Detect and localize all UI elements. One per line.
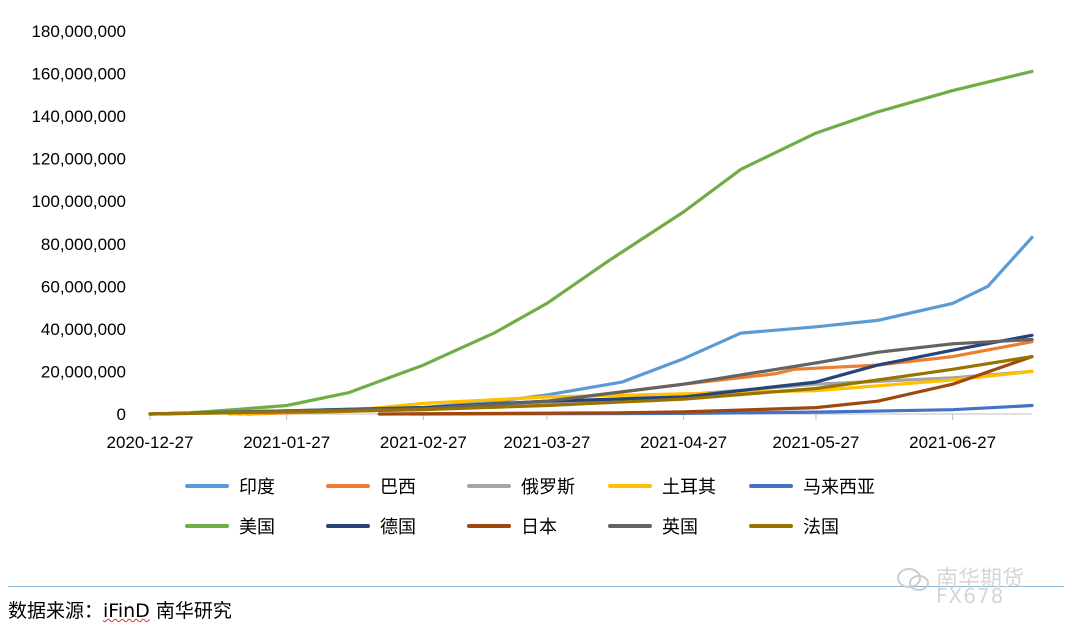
legend-swatch [467,524,511,528]
legend: 印度 巴西 俄罗斯 土耳其 马来西亚美国 德国 日本 英国 法国 [185,474,945,538]
chart-area: 180,000,000 160,000,000 140,000,000 120,000… [31,22,1034,452]
x-tick-label: 2021-03-27 [503,433,590,452]
y-tick-label: 160,000,000 [31,65,126,84]
legend-swatch [185,524,229,528]
legend-item: 马来西亚 [749,474,890,498]
legend-swatch [749,484,793,488]
legend-item: 美国 [185,514,326,538]
legend-swatch [326,484,370,488]
x-axis-ticks: 2020-12-27 2021-01-27 2021-02-27 2021-03-27… [107,414,996,452]
source-prefix: 数据来源： [8,600,104,622]
y-tick-label: 60,000,000 [41,277,126,296]
legend-label: 日本 [521,517,557,538]
series-line-9 [148,355,1034,416]
x-tick-label: 2021-04-27 [640,433,727,452]
legend-item: 巴西 [326,474,467,498]
legend-swatch [608,524,652,528]
source-brand: iFinD [103,600,150,622]
x-tick-label: 2021-05-27 [772,433,859,452]
legend-item: 法国 [749,514,890,538]
legend-label: 美国 [239,517,275,538]
legend-item: 土耳其 [608,474,749,498]
legend-label: 法国 [803,517,839,538]
series-line-0 [236,235,1034,416]
legend-item: 日本 [467,514,608,538]
y-tick-label: 20,000,000 [41,362,126,381]
legend-item: 英国 [608,514,749,538]
legend-swatch [608,484,652,488]
y-tick-label: 100,000,000 [31,192,126,211]
x-tick-label: 2020-12-27 [107,433,194,452]
series-line-1 [245,340,1034,416]
y-tick-label: 120,000,000 [31,150,126,169]
legend-label: 德国 [380,517,416,538]
watermark-sub: FX678 [936,584,1005,608]
source-suffix: 南华研究 [149,600,232,622]
y-tick-label: 140,000,000 [31,107,126,126]
series-line-7 [377,355,1034,416]
legend-label: 巴西 [380,477,416,498]
wechat-icon [897,568,929,591]
watermark: 南华期货 FX678 [896,566,1025,608]
divider [8,586,1064,587]
y-axis-ticks: 180,000,000 160,000,000 140,000,000 120,000… [31,22,126,424]
legend-item: 俄罗斯 [467,474,608,498]
y-tick-label: 180,000,000 [31,22,126,41]
y-tick-label: 80,000,000 [41,235,126,254]
series-line-5 [148,69,1034,416]
x-tick-label: 2021-02-27 [380,433,467,452]
source-note: 数据来源：iFinD 南华研究 [8,596,232,623]
legend-label: 俄罗斯 [521,477,575,498]
x-tick-label: 2021-01-27 [243,433,330,452]
legend-item: 印度 [185,474,326,498]
legend-swatch [185,484,229,488]
legend-label: 土耳其 [662,477,716,498]
legend-label: 马来西亚 [803,477,875,498]
watermark-text: 南华期货 [936,567,1025,592]
legend-item: 德国 [326,514,467,538]
y-tick-label: 40,000,000 [41,320,126,339]
legend-swatch [467,484,511,488]
series-lines [148,69,1034,416]
x-tick-label: 2021-06-27 [909,433,996,452]
legend-swatch [326,524,370,528]
y-tick-label: 0 [117,405,126,424]
legend-label: 英国 [662,517,698,538]
legend-swatch [749,524,793,528]
legend-label: 印度 [239,477,275,498]
